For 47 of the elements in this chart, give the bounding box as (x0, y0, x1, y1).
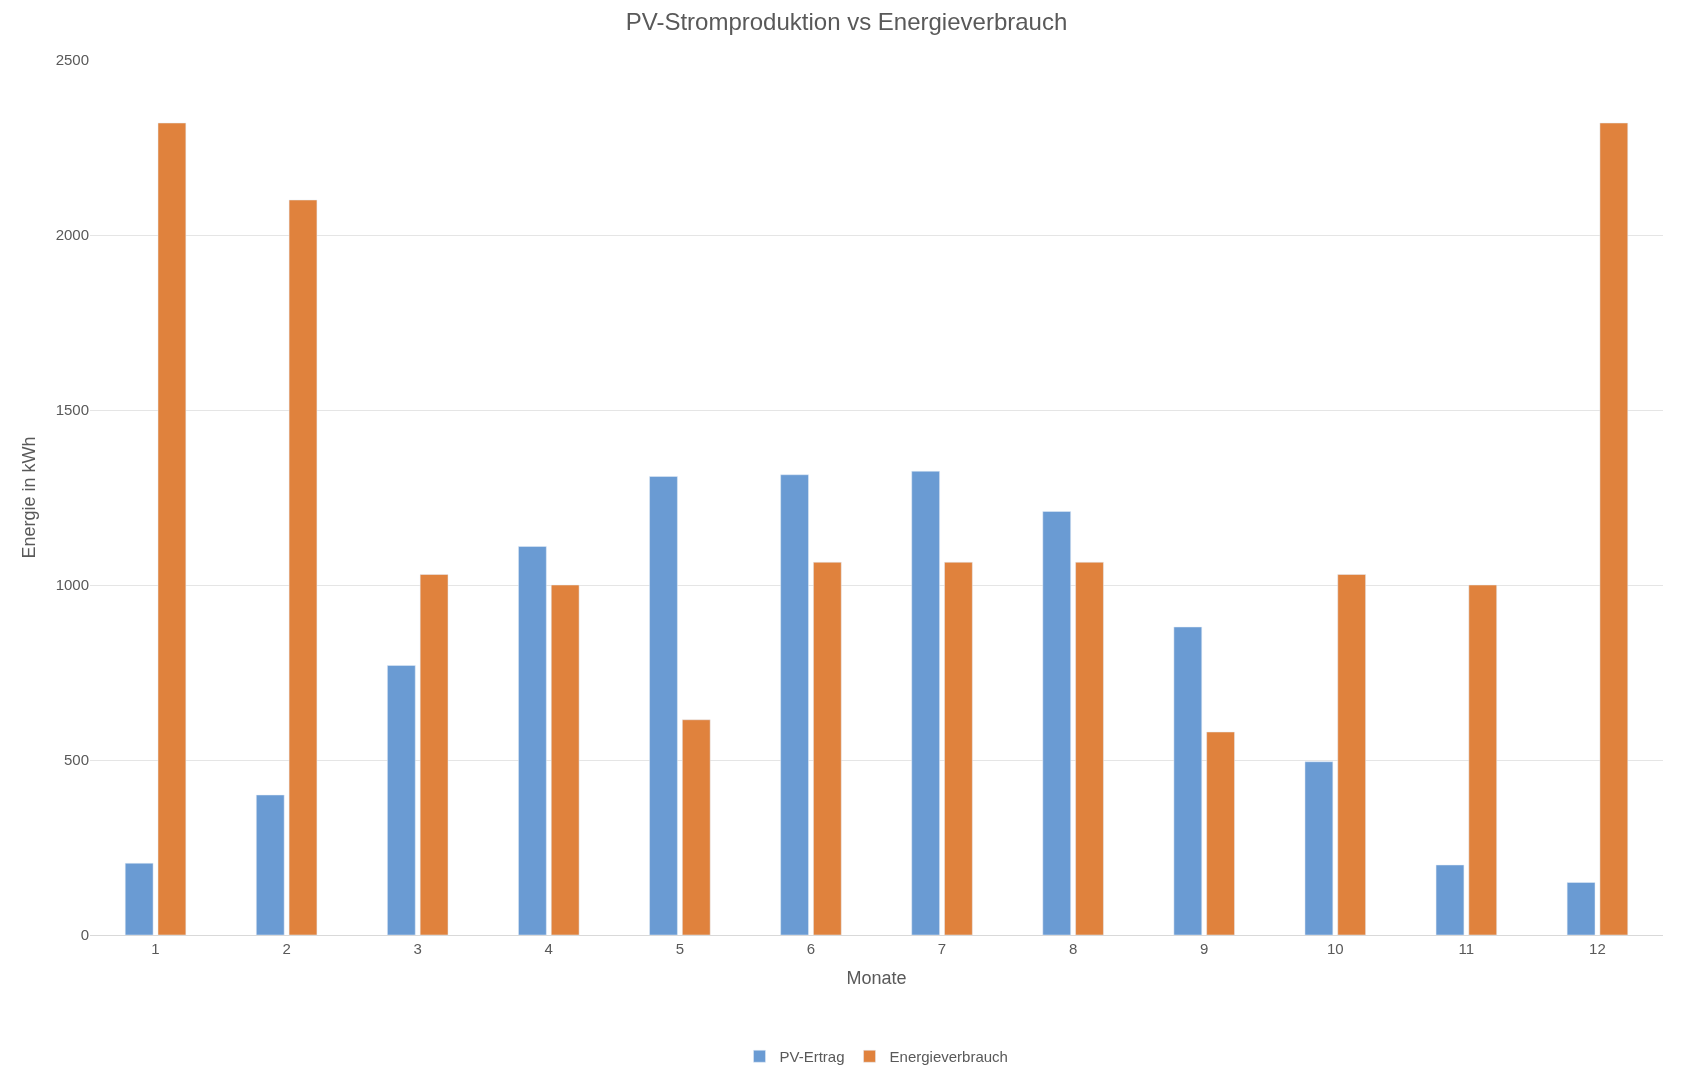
x-tick-label: 9 (1200, 940, 1209, 957)
bar (551, 584, 580, 935)
x-tick-label: 12 (1589, 940, 1606, 957)
x-tick-label: 2 (282, 940, 291, 957)
bar (157, 122, 187, 935)
x-tick-label: 6 (806, 940, 816, 957)
bar (256, 794, 285, 935)
legend-label: PV-Ertrag (779, 1048, 845, 1066)
x-tick-label: 11 (1458, 940, 1475, 957)
bar (518, 546, 547, 935)
bar (419, 574, 449, 935)
y-tick-label: 2000 (55, 226, 89, 244)
bar (124, 863, 154, 935)
bar (1173, 626, 1202, 935)
bar (1435, 864, 1465, 935)
bar (1075, 562, 1104, 935)
bar (1337, 574, 1366, 935)
x-axis-title: Monate (846, 968, 907, 989)
bar (288, 199, 318, 935)
legend-label: Energieverbrauch (889, 1048, 1008, 1066)
bar (813, 562, 842, 935)
bar (1566, 882, 1596, 935)
y-tick-label: 500 (63, 751, 89, 769)
bar (944, 562, 973, 935)
x-tick-label: 8 (1068, 940, 1078, 957)
bar (911, 471, 940, 935)
bar (682, 719, 711, 935)
x-tick-label: 3 (413, 940, 422, 957)
x-tick-label: 7 (937, 940, 947, 957)
bar (1206, 731, 1235, 935)
y-tick-label: 1000 (55, 576, 89, 594)
y-tick-label: 0 (80, 926, 89, 944)
bar (1304, 761, 1334, 935)
bar (780, 474, 809, 935)
chart-title: PV-Stromproduktion vs Energieverbrauch (625, 8, 1068, 35)
x-tick-label: 1 (151, 940, 160, 957)
bar (1468, 584, 1497, 935)
x-tick-label: 10 (1326, 940, 1344, 957)
bar (649, 476, 678, 935)
y-tick-label: 1500 (55, 401, 89, 419)
y-axis-title: Energie in kWh (18, 436, 39, 559)
x-tick-label: 5 (675, 940, 685, 957)
y-tick-label: 2500 (55, 51, 89, 69)
x-tick-label: 4 (544, 940, 553, 957)
bar (1042, 511, 1071, 935)
bar (387, 665, 416, 935)
bar (1599, 122, 1629, 935)
